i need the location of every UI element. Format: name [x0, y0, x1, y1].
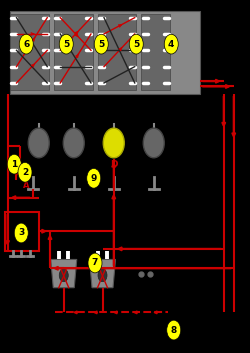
Circle shape — [143, 128, 164, 158]
Circle shape — [129, 34, 143, 54]
Polygon shape — [90, 259, 116, 288]
Text: A: A — [23, 181, 30, 190]
Circle shape — [63, 128, 84, 158]
Text: 3: 3 — [18, 228, 25, 238]
Circle shape — [59, 34, 73, 54]
Polygon shape — [51, 259, 77, 288]
Circle shape — [94, 34, 108, 54]
FancyBboxPatch shape — [10, 14, 49, 90]
Text: 5: 5 — [98, 40, 104, 49]
Text: 4: 4 — [168, 40, 174, 49]
Text: 5: 5 — [63, 40, 70, 49]
Text: 6: 6 — [23, 40, 30, 49]
Circle shape — [88, 253, 102, 273]
Text: 7: 7 — [92, 258, 98, 268]
FancyBboxPatch shape — [10, 11, 200, 94]
Circle shape — [167, 320, 181, 340]
Circle shape — [28, 128, 49, 158]
Text: D: D — [110, 160, 118, 169]
Circle shape — [18, 162, 32, 182]
Circle shape — [7, 154, 21, 174]
Text: 2: 2 — [22, 168, 28, 177]
FancyBboxPatch shape — [54, 14, 92, 90]
Circle shape — [59, 269, 68, 282]
Circle shape — [103, 128, 124, 158]
Circle shape — [14, 223, 28, 243]
Text: 9: 9 — [90, 174, 97, 183]
Circle shape — [19, 34, 33, 54]
Circle shape — [98, 269, 107, 282]
Circle shape — [87, 168, 101, 188]
Text: 1: 1 — [11, 160, 18, 169]
Circle shape — [164, 34, 178, 54]
Text: 5: 5 — [133, 40, 140, 49]
FancyBboxPatch shape — [141, 14, 170, 90]
Text: 8: 8 — [170, 325, 177, 335]
FancyBboxPatch shape — [5, 212, 39, 251]
FancyBboxPatch shape — [98, 14, 136, 90]
